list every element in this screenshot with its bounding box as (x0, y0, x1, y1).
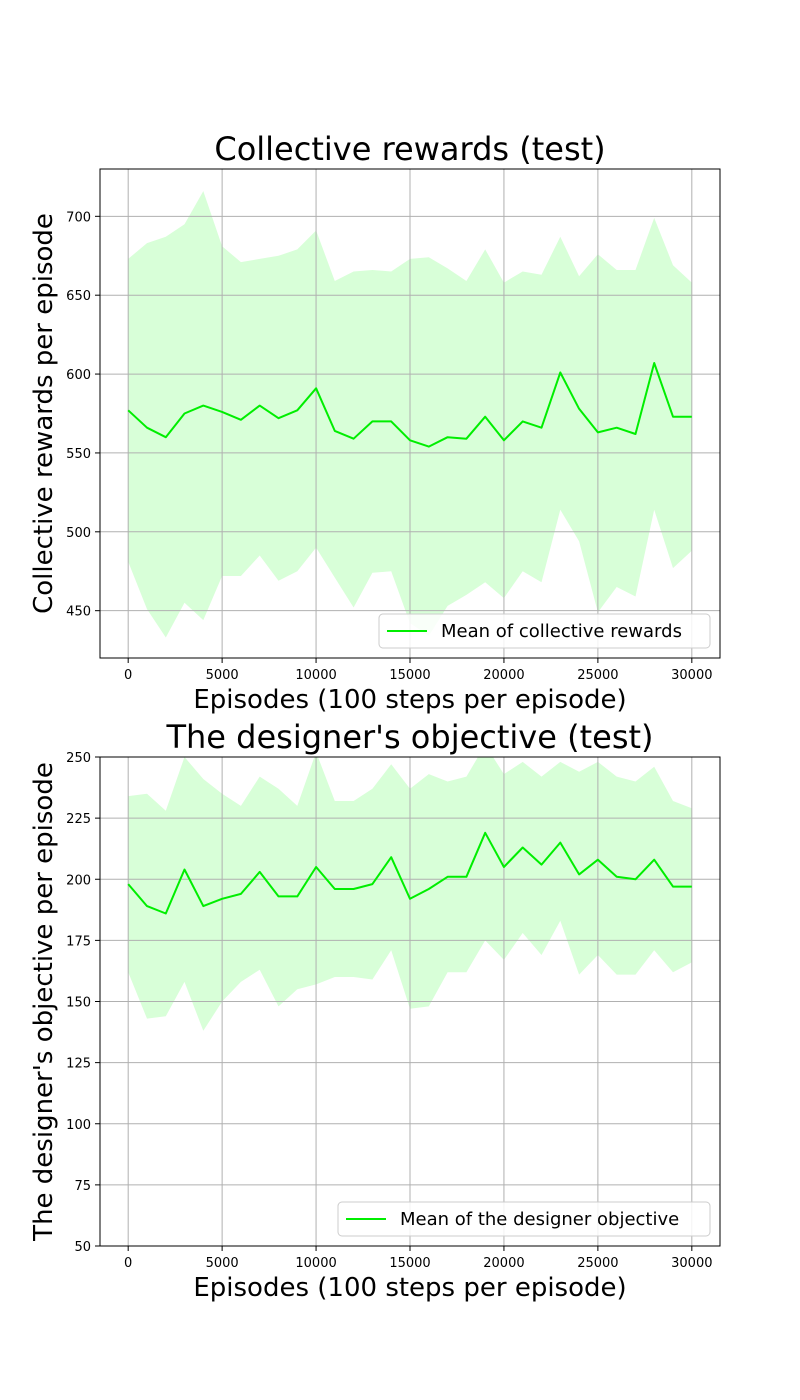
legend: Mean of the designer objective (337, 1201, 711, 1237)
y-tick-label: 500 (66, 526, 91, 541)
legend-label: Mean of the designer objective (400, 1209, 679, 1230)
y-tick-label: 450 (66, 605, 91, 620)
x-tick-label: 10000 (295, 668, 336, 683)
x-tick-label: 10000 (295, 1256, 336, 1271)
y-tick-label: 75 (74, 1179, 91, 1194)
chart-title: The designer's objective (test) (165, 718, 653, 756)
x-tick-label: 0 (124, 1256, 132, 1271)
x-axis-label: Episodes (100 steps per episode) (193, 1273, 626, 1303)
y-tick-label: 225 (66, 812, 91, 827)
y-tick-label: 650 (66, 289, 91, 304)
y-tick-label: 150 (66, 996, 91, 1011)
y-tick-label: 100 (66, 1118, 91, 1133)
legend-label: Mean of collective rewards (441, 621, 682, 642)
x-tick-label: 5000 (206, 668, 239, 683)
x-axis-label: Episodes (100 steps per episode) (193, 685, 626, 715)
y-tick-label: 50 (74, 1240, 91, 1255)
y-axis-label: The designer's objective per episode (29, 762, 59, 1242)
x-tick-label: 15000 (389, 668, 430, 683)
x-tick-label: 30000 (671, 668, 712, 683)
legend: Mean of collective rewards (378, 613, 711, 649)
legend-box (337, 1201, 711, 1237)
y-tick-label: 125 (66, 1057, 91, 1072)
series-line (127, 362, 692, 448)
x-tick-label: 20000 (483, 668, 524, 683)
chart-title: Collective rewards (test) (214, 130, 605, 168)
chart-1: 0 5000 10000 15000 20000 25000 30000 450 500 550 6… (29, 130, 721, 715)
x-tick-label: 5000 (206, 1256, 239, 1271)
y-tick-label: 175 (66, 934, 91, 949)
y-axis-label: Collective rewards per episode (29, 213, 59, 614)
chart-2: 0 5000 10000 15000 20000 25000 30000 50 75 100 125… (29, 718, 721, 1303)
y-tick-label: 250 (66, 751, 91, 766)
y-tick-label: 700 (66, 210, 91, 225)
y-tick-label: 200 (66, 873, 91, 888)
x-tick-label: 15000 (389, 1256, 430, 1271)
y-tick-label: 550 (66, 447, 91, 462)
x-tick-label: 0 (124, 668, 132, 683)
x-tick-label: 30000 (671, 1256, 712, 1271)
x-tick-label: 25000 (577, 1256, 618, 1271)
y-tick-label: 600 (66, 368, 91, 383)
x-tick-label: 20000 (483, 1256, 524, 1271)
x-tick-label: 25000 (577, 668, 618, 683)
series-line (127, 831, 692, 915)
legend-box (378, 613, 711, 649)
